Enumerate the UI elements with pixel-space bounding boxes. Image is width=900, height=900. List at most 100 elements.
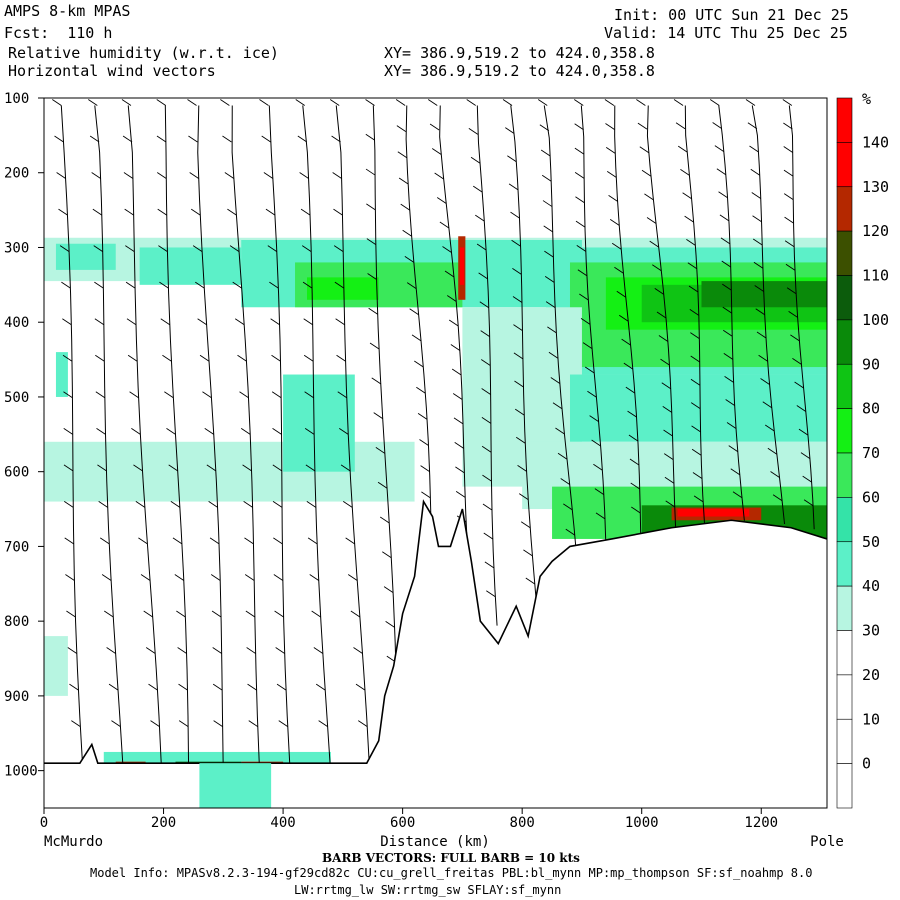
x-axis-tick-label: 0 [40,815,48,831]
wind-barb-feathers [574,99,606,520]
wind-barb-feathers [156,99,189,727]
colorbar-tick-label: 70 [862,444,880,462]
colorbar-tick-label: 60 [862,488,880,506]
colorbar-segment [836,186,853,232]
header-xy2: XY= 386.9,519.2 to 424.0,358.8 [384,62,655,80]
y-axis-tick-label: 1000 [4,764,38,780]
colorbar-tick-label: 120 [862,222,889,240]
colorbar-segment [836,630,853,676]
wind-barb-feathers [259,99,288,727]
colorbar-tick-label: 90 [862,355,880,373]
colorbar-segment [836,97,853,143]
colorbar-tick-label: 30 [862,622,880,640]
rh-upper-band-b [139,247,242,285]
wind-barb-feathers [88,99,121,727]
y-axis-tick-label: 800 [4,614,29,630]
colorbar-segment [836,585,853,631]
header-init: Init: 00 UTC Sun 21 Dec 25 [614,6,849,24]
header-field2: Horizontal wind vectors [8,62,216,80]
colorbar-tick-label: 140 [862,133,889,151]
colorbar-segment [836,497,853,543]
header-field1: Relative humidity (w.r.t. ice) [8,44,279,62]
y-axis-tick-label: 400 [4,315,29,331]
rh-surface-pool [199,763,272,808]
wind-barb-staff [164,105,190,764]
colorbar-tick-label: 40 [862,577,880,595]
wind-barb-staff [405,105,433,577]
x-axis-tick-label: 600 [390,815,415,831]
x-axis-tick-label: 200 [151,815,176,831]
wind-barb-feathers [673,99,704,503]
y-axis-tick-label: 500 [4,390,29,406]
header-model: AMPS 8-km MPAS [4,2,131,20]
footer-model-info: Model Info: MPASv8.2.3-194-gf29cd82c CU:… [90,866,813,880]
wind-barb-feathers [502,99,536,585]
terrain-line [44,499,827,764]
colorbar-segment [836,230,853,276]
header-valid: Valid: 14 UTC Thu 25 Dec 25 [604,24,848,42]
y-axis-tick-label: 900 [4,689,29,705]
wind-barb-feathers [604,99,641,514]
x-end-label-right: Pole [810,834,844,850]
wind-barb-feathers [466,99,496,598]
plot-frame [43,97,828,809]
terrain-mask [44,501,827,808]
rh-red-strip [677,509,750,517]
wind-barb-feathers [636,99,675,508]
x-axis-tick-label: 1000 [625,815,659,831]
wind-barb-staff [231,105,260,764]
colorbar-tick-label: 10 [862,710,880,728]
y-axis-tick-label: 200 [4,166,29,182]
x-end-label-left: McMurdo [44,834,103,850]
colorbar-segment [836,763,853,809]
x-axis-tick-label: 1200 [744,815,778,831]
wind-barb-staff [127,105,162,764]
wind-barb-feathers [329,99,368,727]
wind-barb-feathers [782,99,814,507]
y-axis-tick-label: 700 [4,539,29,555]
colorbar-segment [836,541,853,587]
wind-barb-feathers [121,99,160,727]
rh-surface-left [44,636,68,696]
colorbar-tick-label: 20 [862,666,880,684]
rh-upper-band-a [55,243,116,270]
colorbar-segment [836,452,853,498]
colorbar-unit: % [862,90,871,108]
colorbar-tick-label: 100 [862,311,889,329]
colorbar-tick-label: 130 [862,178,889,196]
rh-mid-cell-b [283,374,355,472]
wind-barb-feathers [220,99,258,727]
header-forecast: Fcst: 110 h [4,24,113,42]
colorbar-segment [836,674,853,720]
wind-barb-feathers [427,99,467,523]
colorbar-segment [836,319,853,365]
wind-barb-feathers [187,99,223,727]
wind-barb-staff [372,105,398,732]
colorbar-segment [836,718,853,764]
colorbar-tick-label: 0 [862,755,871,773]
wind-barb-staff [197,105,224,764]
wind-barb-feathers [52,99,81,727]
wind-barb-feathers [745,99,783,502]
x-axis-title: Distance (km) [380,834,490,850]
y-axis-tick-label: 600 [4,465,29,481]
x-axis-tick-label: 800 [510,815,535,831]
colorbar-tick-label: 110 [862,267,889,285]
header-xy1: XY= 386.9,519.2 to 424.0,358.8 [384,44,655,62]
colorbar-segment [836,363,853,409]
wind-barb-feathers [295,99,328,727]
rh-mid-cell-a [55,352,68,397]
colorbar-segment [836,142,853,188]
footer-barb-note: BARB VECTORS: FULL BARB = 10 kts [322,851,580,865]
wind-barb-staff [94,105,124,764]
colorbar-segment [836,408,853,454]
wind-barb-feathers [537,99,576,536]
rh-mid-band [44,441,415,502]
rh-upper-green-b [306,277,379,300]
colorbar-tick-label: 80 [862,400,880,418]
wind-barb-feathers [365,99,397,698]
x-axis-tick-label: 400 [270,815,295,831]
y-axis-tick-label: 100 [4,91,29,107]
wind-barb-feathers [709,99,743,499]
